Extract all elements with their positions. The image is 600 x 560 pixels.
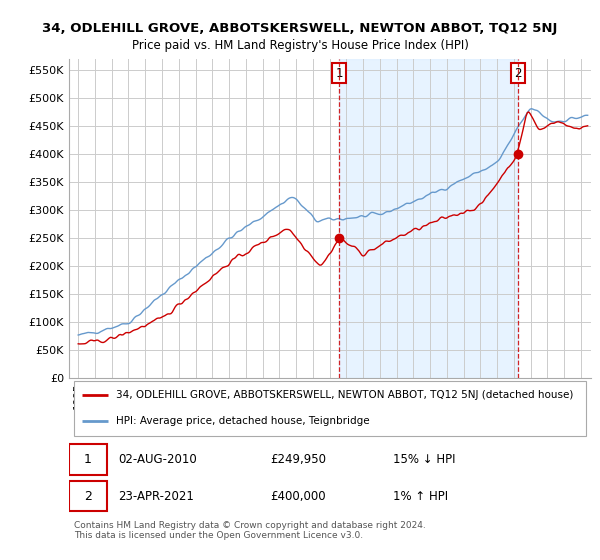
Text: 2: 2 [514,67,522,80]
Text: HPI: Average price, detached house, Teignbridge: HPI: Average price, detached house, Teig… [116,416,370,426]
Text: 2: 2 [84,490,92,503]
Text: 1: 1 [84,453,92,466]
Text: 15% ↓ HPI: 15% ↓ HPI [392,453,455,466]
Text: Price paid vs. HM Land Registry's House Price Index (HPI): Price paid vs. HM Land Registry's House … [131,39,469,52]
Text: £249,950: £249,950 [270,453,326,466]
Bar [340,59,518,378]
Text: Contains HM Land Registry data © Crown copyright and database right 2024.
This d: Contains HM Land Registry data © Crown c… [74,521,426,540]
Text: 34, ODLEHILL GROVE, ABBOTSKERSWELL, NEWTON ABBOT, TQ12 5NJ: 34, ODLEHILL GROVE, ABBOTSKERSWELL, NEWT… [43,22,557,35]
FancyBboxPatch shape [69,481,107,511]
Text: £400,000: £400,000 [270,490,326,503]
Text: 1: 1 [335,67,343,80]
Text: 02-AUG-2010: 02-AUG-2010 [119,453,197,466]
Text: 23-APR-2021: 23-APR-2021 [119,490,194,503]
FancyBboxPatch shape [74,380,586,436]
Text: 34, ODLEHILL GROVE, ABBOTSKERSWELL, NEWTON ABBOT, TQ12 5NJ (detached house): 34, ODLEHILL GROVE, ABBOTSKERSWELL, NEWT… [116,390,574,400]
Text: 1% ↑ HPI: 1% ↑ HPI [392,490,448,503]
FancyBboxPatch shape [69,445,107,475]
